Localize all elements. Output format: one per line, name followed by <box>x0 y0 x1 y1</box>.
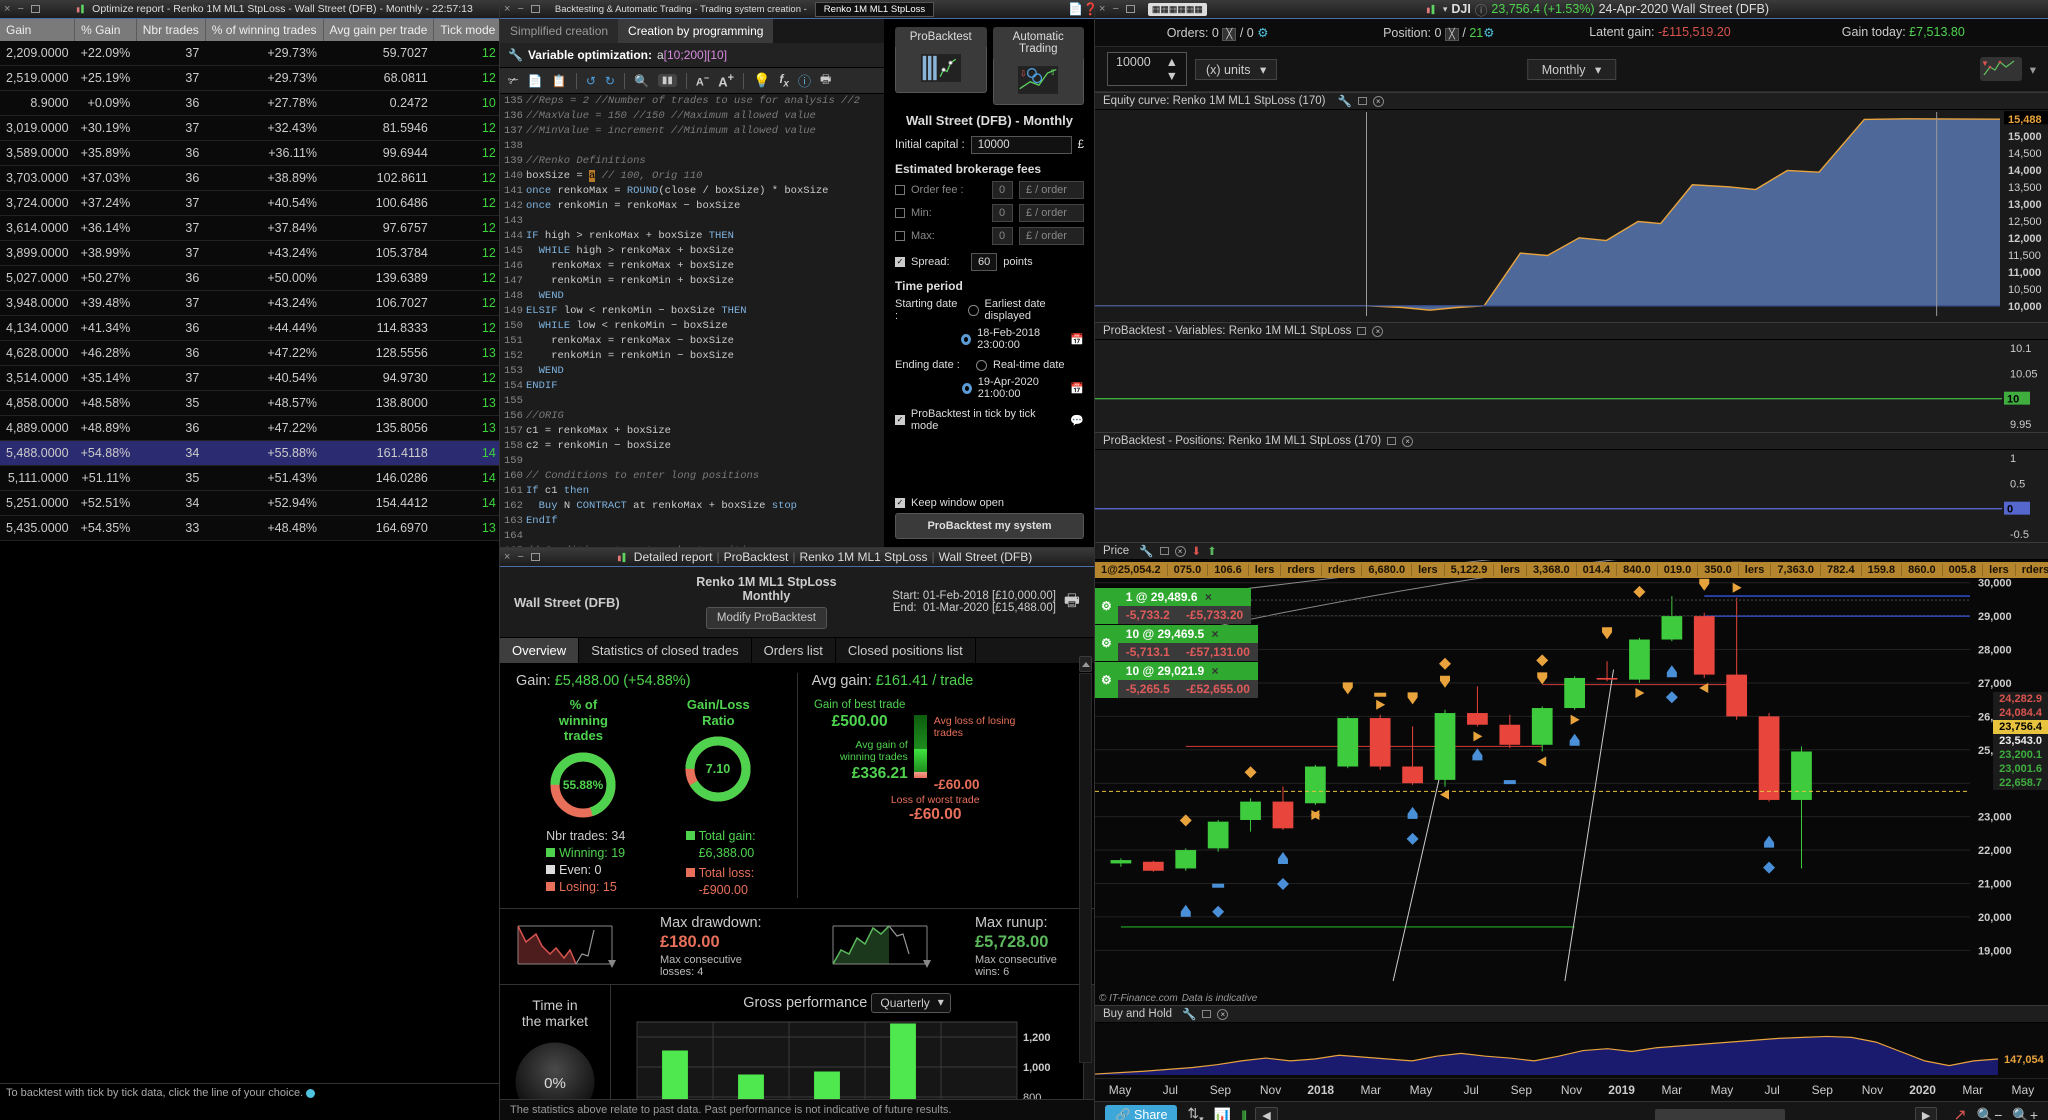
svg-text:13,500: 13,500 <box>2008 182 2042 194</box>
svg-text:28,000: 28,000 <box>1978 645 2012 657</box>
svg-text:13,000: 13,000 <box>2008 199 2042 211</box>
svg-text:7.10: 7.10 <box>706 762 731 776</box>
svg-text:⇧: ⇧ <box>1050 67 1057 77</box>
svg-text:10.05: 10.05 <box>2010 368 2038 380</box>
svg-text:21,000: 21,000 <box>1978 878 2012 890</box>
svg-text:14,000: 14,000 <box>2008 165 2042 177</box>
svg-text:10: 10 <box>2007 394 2019 406</box>
svg-text:10,500: 10,500 <box>2008 284 2042 296</box>
svg-text:23,000: 23,000 <box>1978 812 2012 824</box>
svg-text:19,000: 19,000 <box>1978 945 2012 957</box>
svg-text:11,500: 11,500 <box>2008 250 2041 262</box>
svg-text:11,000: 11,000 <box>2008 267 2041 279</box>
svg-text:147,054: 147,054 <box>2004 1054 2045 1066</box>
svg-text:-0.5: -0.5 <box>2010 529 2029 541</box>
svg-text:29,000: 29,000 <box>1978 611 2012 623</box>
svg-text:30,000: 30,000 <box>1978 578 2012 590</box>
svg-text:10.1: 10.1 <box>2010 343 2031 355</box>
svg-text:⇩: ⇩ <box>1020 69 1027 79</box>
svg-text:55.88%: 55.88% <box>563 778 604 792</box>
svg-text:0: 0 <box>2007 504 2013 516</box>
svg-text:1,200: 1,200 <box>1023 1032 1051 1044</box>
svg-text:▼: ▼ <box>1981 59 1989 68</box>
svg-text:27,000: 27,000 <box>1978 678 2012 690</box>
svg-text:22,000: 22,000 <box>1978 845 2012 857</box>
svg-text:1,000: 1,000 <box>1023 1062 1051 1074</box>
svg-text:12,000: 12,000 <box>2008 233 2042 245</box>
svg-text:15,000: 15,000 <box>2008 131 2042 143</box>
svg-text:0.5: 0.5 <box>2010 478 2025 490</box>
svg-text:0%: 0% <box>544 1075 566 1092</box>
svg-text:14,500: 14,500 <box>2008 148 2042 160</box>
svg-text:20,000: 20,000 <box>1978 912 2012 924</box>
svg-text:15,488: 15,488 <box>2008 114 2042 126</box>
svg-text:9.95: 9.95 <box>2010 419 2031 431</box>
svg-text:12,500: 12,500 <box>2008 216 2042 228</box>
svg-text:10,000: 10,000 <box>2008 301 2042 313</box>
svg-text:1: 1 <box>2010 453 2016 465</box>
